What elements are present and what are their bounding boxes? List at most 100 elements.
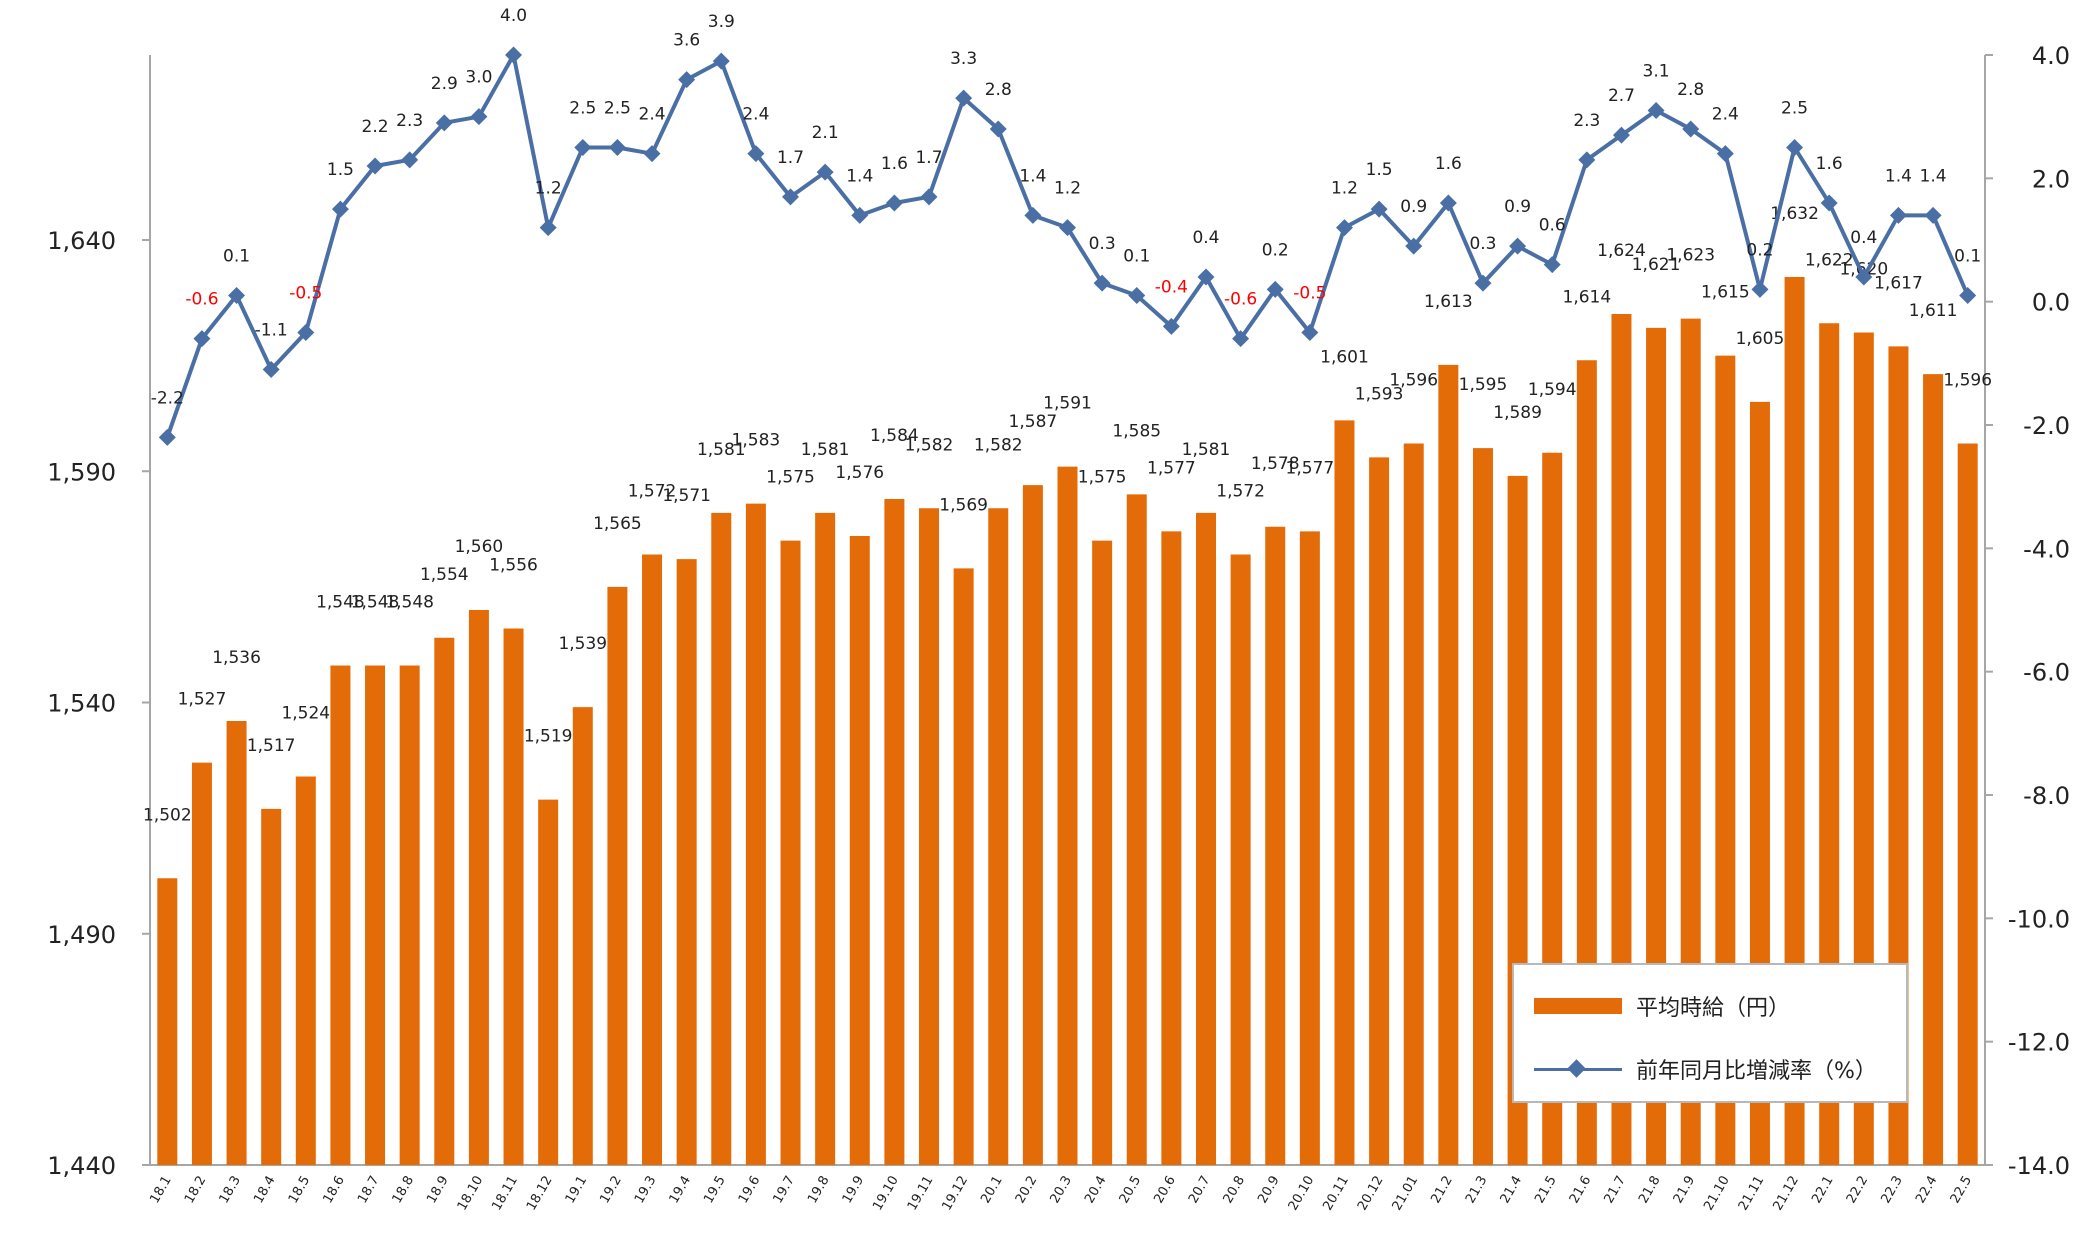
line-data-label: 1.7 bbox=[915, 148, 942, 168]
chart-axes: 1,440 1,490 1,540 1,590 1,640 4.0 2.0 0.0 -2.0 -4… bbox=[47, 42, 2070, 1180]
x-tick-label: 18.7 bbox=[355, 1174, 382, 1207]
x-tick-label: 21.01 bbox=[1390, 1174, 1422, 1214]
x-tick-label: 18.12 bbox=[524, 1174, 556, 1214]
line-point-marker bbox=[1024, 206, 1042, 224]
legend-line-swatch bbox=[1534, 1060, 1622, 1078]
x-tick-label: 19.2 bbox=[597, 1174, 624, 1207]
line-data-label: -0.6 bbox=[1224, 290, 1257, 310]
bar bbox=[815, 512, 836, 1165]
bar bbox=[884, 499, 905, 1165]
line-data-label: -0.5 bbox=[289, 284, 322, 304]
line-point-marker bbox=[297, 324, 315, 341]
bar-data-label: 1,548 bbox=[385, 593, 434, 613]
bar-data-label: 1,571 bbox=[662, 486, 711, 506]
left-axis-tick-label: 1,490 bbox=[47, 921, 116, 949]
bar bbox=[919, 508, 940, 1165]
line-data-label: 2.8 bbox=[985, 80, 1012, 100]
bar-data-label: 1,565 bbox=[593, 514, 642, 534]
bar bbox=[434, 637, 455, 1165]
line-data-label: 3.3 bbox=[950, 49, 977, 69]
x-tick-label: 18.3 bbox=[217, 1174, 244, 1207]
line-data-label: 1.7 bbox=[777, 148, 804, 168]
x-tick-labels: 18.1 18.2 18.3 18.4 18.5 18.6 18.7 18.8 18.9 18.1… bbox=[147, 1174, 1975, 1214]
bar bbox=[365, 665, 386, 1165]
line-point-marker bbox=[1924, 206, 1942, 224]
bar-data-label: 1,613 bbox=[1424, 292, 1473, 312]
line-data-label: 1.4 bbox=[1019, 166, 1046, 186]
x-tick-label: 19.4 bbox=[667, 1174, 694, 1207]
bar-data-label: 1,595 bbox=[1459, 375, 1508, 395]
x-tick-label: 18.1 bbox=[147, 1174, 174, 1207]
bar bbox=[295, 776, 316, 1165]
left-axis-tick-label: 1,640 bbox=[47, 227, 116, 255]
x-tick-label: 22.2 bbox=[1844, 1174, 1871, 1207]
x-tick-label: 20.1 bbox=[978, 1174, 1005, 1207]
right-axis-tick-label: -2.0 bbox=[2023, 412, 2070, 440]
bar-data-label: 1,577 bbox=[1286, 458, 1335, 478]
legend-item-line: 前年同月比増減率（%） bbox=[1534, 1053, 1877, 1085]
bar bbox=[468, 610, 489, 1165]
bar bbox=[711, 512, 732, 1165]
legend-item-bar: 平均時給（円） bbox=[1534, 990, 1790, 1022]
line-data-label: -0.4 bbox=[1155, 277, 1188, 297]
line-data-label: 2.1 bbox=[812, 123, 839, 143]
line-data-label: 0.4 bbox=[1850, 228, 1877, 248]
line-point-marker bbox=[539, 219, 557, 237]
line-data-label: 3.0 bbox=[465, 68, 492, 88]
x-tick-label: 21.12 bbox=[1770, 1174, 1802, 1214]
bar bbox=[1646, 327, 1667, 1165]
bar bbox=[1403, 443, 1424, 1165]
x-tick-label: 22.4 bbox=[1913, 1174, 1940, 1207]
line-point-marker bbox=[331, 200, 349, 218]
bar bbox=[1230, 554, 1251, 1165]
x-tick-label: 20.9 bbox=[1255, 1174, 1282, 1207]
bar bbox=[953, 568, 974, 1165]
right-axis-tick-label: -8.0 bbox=[2023, 782, 2070, 810]
left-axis-tick-label: 1,440 bbox=[47, 1152, 116, 1180]
bar bbox=[1438, 364, 1459, 1165]
line-data-labels: -2.2-0.60.1-1.1-0.51.52.2 2.32.9 3.04.01.2… bbox=[151, 6, 1981, 408]
bar-data-label: 1,577 bbox=[1147, 458, 1196, 478]
right-axis-tick-label: -6.0 bbox=[2023, 659, 2070, 687]
left-axis-tick-label: 1,590 bbox=[47, 458, 116, 486]
bar-data-label: 1,581 bbox=[801, 440, 850, 460]
bar-data-label: 1,539 bbox=[558, 634, 607, 654]
line-point-marker bbox=[678, 71, 696, 89]
bar bbox=[849, 536, 870, 1165]
x-tick-label: 21.8 bbox=[1636, 1174, 1663, 1207]
bar bbox=[1334, 420, 1355, 1165]
bar-data-label: 1,614 bbox=[1563, 287, 1612, 307]
x-tick-label: 20.11 bbox=[1320, 1174, 1352, 1214]
line-point-marker bbox=[262, 361, 280, 378]
x-tick-label: 19.7 bbox=[771, 1174, 798, 1207]
bar bbox=[572, 707, 593, 1165]
line-point-marker bbox=[193, 330, 211, 348]
bar-data-label: 1,576 bbox=[835, 463, 884, 483]
line-point-marker bbox=[1751, 280, 1769, 298]
x-tick-label: 19.5 bbox=[701, 1174, 728, 1207]
right-axis-tick-label: 2.0 bbox=[2032, 165, 2070, 193]
bar bbox=[330, 665, 351, 1165]
line-data-label: 1.4 bbox=[1885, 166, 1912, 186]
line-point-marker bbox=[158, 428, 176, 446]
bar-data-label: 1,569 bbox=[939, 495, 988, 515]
line-data-label: 0.3 bbox=[1089, 234, 1116, 254]
x-tick-label: 21.6 bbox=[1567, 1174, 1594, 1207]
bar-data-labels: 1,5021,5271,5361,5171,5241,5481,5481,548… bbox=[143, 204, 1992, 825]
bar-data-label: 1,502 bbox=[143, 805, 192, 825]
bar bbox=[745, 503, 766, 1165]
x-tick-label: 18.4 bbox=[251, 1174, 278, 1207]
bar-data-label: 1,583 bbox=[732, 431, 781, 451]
bar-data-label: 1,548 bbox=[316, 593, 365, 613]
legend-bar-label: 平均時給（円） bbox=[1636, 996, 1791, 1021]
bar bbox=[1299, 531, 1320, 1165]
x-tick-label: 20.12 bbox=[1355, 1174, 1387, 1214]
line-data-label: 3.1 bbox=[1643, 62, 1670, 82]
bar-data-label: 1,587 bbox=[1009, 412, 1058, 432]
bar-data-label: 1,622 bbox=[1805, 250, 1854, 270]
bar bbox=[1923, 374, 1944, 1165]
line-data-label: 0.1 bbox=[1123, 247, 1150, 267]
bar-data-label: 1,524 bbox=[281, 704, 330, 724]
bar bbox=[642, 554, 663, 1165]
x-tick-label: 20.4 bbox=[1082, 1174, 1109, 1207]
